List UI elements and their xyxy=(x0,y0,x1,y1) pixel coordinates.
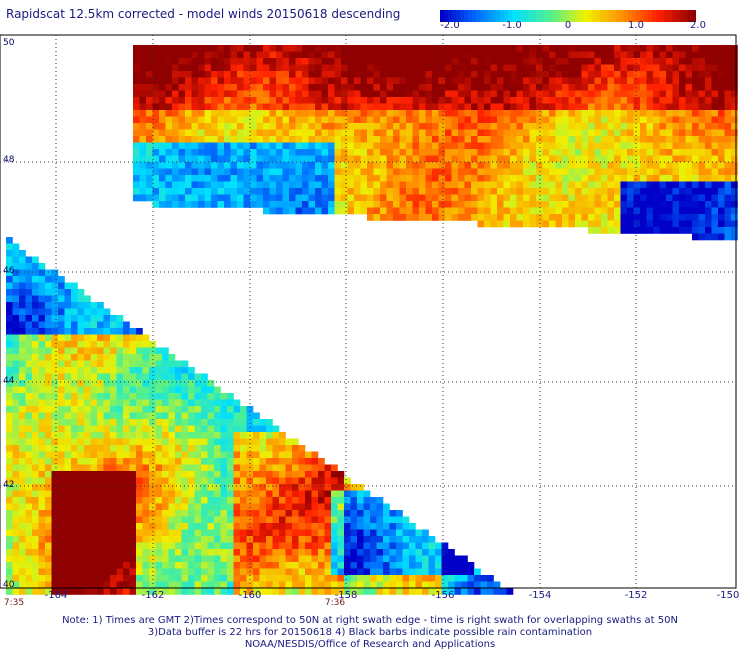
footer-note: Note: 1) Times are GMT 2)Times correspon… xyxy=(62,615,678,626)
footer-note: 3)Data buffer is 22 hrs for 20150618 4) … xyxy=(147,627,593,638)
lon-label: -154 xyxy=(528,590,552,601)
lat-label: 44 xyxy=(3,376,15,386)
colorbar-label: 2.0 xyxy=(690,20,706,31)
lon-label: -160 xyxy=(238,590,262,601)
wind-difference-map xyxy=(0,34,738,595)
lat-label: 50 xyxy=(3,38,15,48)
time-label: 7:36 xyxy=(324,598,346,608)
lat-label: 42 xyxy=(3,480,15,490)
map-title: Rapidscat 12.5km corrected - model winds… xyxy=(6,7,401,21)
lon-label: -156 xyxy=(431,590,455,601)
lon-label: -162 xyxy=(141,590,165,601)
time-label: 7:35 xyxy=(3,598,25,608)
lat-label: 48 xyxy=(3,155,15,165)
lon-label: -158 xyxy=(334,590,358,601)
footer-credit: NOAA/NESDIS/Office of Research and Appli… xyxy=(244,639,496,650)
colorbar-label: -1.0 xyxy=(502,20,522,31)
lat-label: 40 xyxy=(3,580,15,590)
colorbar-label: 0 xyxy=(564,20,572,31)
lat-label: 46 xyxy=(3,266,15,276)
lon-label: -150 xyxy=(716,590,740,601)
colorbar-label: -2.0 xyxy=(440,20,460,31)
colorbar xyxy=(440,10,696,22)
lon-label: -164 xyxy=(44,590,68,601)
colorbar-label: 1.0 xyxy=(628,20,644,31)
lon-label: -152 xyxy=(624,590,648,601)
